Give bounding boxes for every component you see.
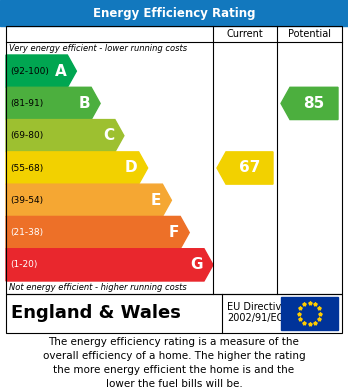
Polygon shape — [6, 120, 124, 152]
Text: (69-80): (69-80) — [10, 131, 43, 140]
Text: The energy efficiency rating is a measure of the
overall efficiency of a home. T: The energy efficiency rating is a measur… — [43, 337, 305, 389]
Text: England & Wales: England & Wales — [11, 305, 181, 323]
Polygon shape — [6, 249, 213, 281]
Bar — [6, 294, 342, 333]
Text: Very energy efficient - lower running costs: Very energy efficient - lower running co… — [9, 44, 187, 53]
Text: A: A — [55, 64, 66, 79]
Polygon shape — [6, 55, 76, 87]
Text: 85: 85 — [303, 96, 325, 111]
Polygon shape — [217, 152, 273, 184]
Text: (92-100): (92-100) — [10, 66, 49, 75]
Text: C: C — [103, 128, 114, 143]
Text: 67: 67 — [239, 160, 260, 176]
Text: Not energy efficient - higher running costs: Not energy efficient - higher running co… — [9, 283, 187, 292]
Polygon shape — [281, 87, 338, 120]
Text: (1-20): (1-20) — [10, 260, 37, 269]
Polygon shape — [6, 184, 172, 217]
Text: Potential: Potential — [288, 29, 331, 39]
Text: D: D — [125, 160, 138, 176]
Text: F: F — [169, 225, 179, 240]
Text: EU Directive
2002/91/EC: EU Directive 2002/91/EC — [227, 302, 287, 323]
Bar — [281, 297, 338, 330]
Polygon shape — [6, 152, 148, 184]
Bar — [6, 26, 342, 294]
Text: G: G — [190, 257, 203, 273]
Text: (81-91): (81-91) — [10, 99, 43, 108]
Text: B: B — [79, 96, 90, 111]
Text: E: E — [151, 193, 161, 208]
Polygon shape — [6, 217, 189, 249]
Text: (39-54): (39-54) — [10, 196, 43, 205]
Polygon shape — [6, 87, 100, 120]
Text: (55-68): (55-68) — [10, 163, 43, 172]
Text: (21-38): (21-38) — [10, 228, 43, 237]
Text: Current: Current — [227, 29, 263, 39]
Bar — [0, 0, 348, 26]
Text: Energy Efficiency Rating: Energy Efficiency Rating — [93, 7, 255, 20]
